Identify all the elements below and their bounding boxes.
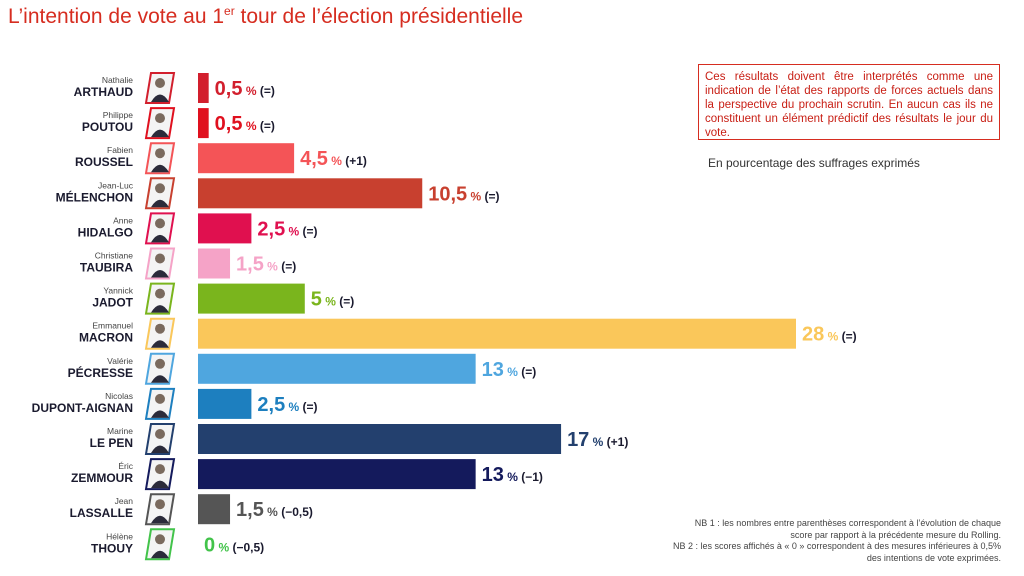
portrait-head-icon <box>155 393 165 404</box>
candidate-last-name: LASSALLE <box>70 506 133 520</box>
portrait-body-icon <box>151 340 169 348</box>
portrait-body-icon <box>151 199 169 208</box>
bar-value-label: 0 % (−0,5) <box>204 534 264 556</box>
candidate-first-name: Marine <box>107 426 133 436</box>
bar <box>198 178 423 209</box>
portrait-body-icon <box>151 270 169 278</box>
portrait-body-icon <box>151 129 169 138</box>
bar <box>198 213 252 244</box>
candidate-first-name: Yannick <box>103 286 133 296</box>
candidate-first-name: Nathalie <box>102 75 133 85</box>
bar <box>198 353 476 384</box>
portrait-body-icon <box>151 234 169 243</box>
portrait-body-icon <box>151 515 169 524</box>
portrait-head-icon <box>155 534 165 545</box>
portrait-head-icon <box>155 499 165 510</box>
unit-note: En pourcentage des suffrages exprimés <box>708 156 920 170</box>
candidate-first-name: Hélène <box>106 531 133 541</box>
candidate-last-name: MÉLENCHON <box>56 189 133 204</box>
portrait-body-icon <box>151 480 169 489</box>
bar-value-label: 0,5 % (=) <box>215 78 275 100</box>
portrait-head-icon <box>155 358 165 369</box>
bar-value-label: 1,5 % (=) <box>236 254 296 276</box>
bar-value-label: 1,5 % (−0,5) <box>236 499 313 521</box>
bar <box>198 388 252 419</box>
footnote-nb1: NB 1 : les nombres entre parenthèses cor… <box>694 518 1001 540</box>
bar <box>198 494 231 525</box>
candidate-first-name: Nicolas <box>105 391 133 401</box>
bar-value-label: 0,5 % (=) <box>215 113 275 135</box>
portrait-body-icon <box>151 94 169 102</box>
portrait-body-icon <box>151 550 169 559</box>
bar <box>198 73 209 103</box>
portrait-body-icon <box>151 410 169 418</box>
portrait-head-icon <box>155 183 165 194</box>
candidate-first-name: Emmanuel <box>92 321 133 331</box>
portrait-head-icon <box>155 148 165 159</box>
candidate-last-name: LE PEN <box>90 436 133 450</box>
footnotes: NB 1 : les nombres entre parenthèses cor… <box>671 518 1001 564</box>
bar <box>198 248 231 279</box>
bar-value-label: 13 % (=) <box>482 359 537 381</box>
candidate-first-name: Anne <box>113 215 133 225</box>
bar <box>198 108 209 139</box>
portrait-head-icon <box>155 429 165 439</box>
candidate-first-name: Jean <box>115 496 134 506</box>
portrait-body-icon <box>151 305 169 313</box>
candidate-last-name: MACRON <box>79 331 133 345</box>
bar <box>198 459 476 490</box>
bar <box>198 283 305 314</box>
candidate-last-name: HIDALGO <box>78 225 133 239</box>
portrait-head-icon <box>155 78 165 88</box>
candidate-first-name: Philippe <box>103 110 134 120</box>
bar <box>198 318 796 349</box>
portrait-head-icon <box>155 323 165 334</box>
footnote-nb2: NB 2 : les scores affichés à « 0 » corre… <box>672 541 1001 563</box>
candidate-last-name: THOUY <box>91 541 133 555</box>
bar-value-label: 28 % (=) <box>802 324 857 346</box>
disclaimer-box: Ces résultats doivent être interprétés c… <box>698 64 1000 140</box>
candidate-last-name: ROUSSEL <box>75 155 133 169</box>
bar <box>198 424 562 454</box>
bar-value-label: 5 % (=) <box>311 289 354 311</box>
bar <box>198 143 295 174</box>
portrait-head-icon <box>155 288 165 299</box>
candidate-last-name: ARTHAUD <box>74 85 134 99</box>
bar-value-label: 13 % (−1) <box>482 464 543 486</box>
bar-value-label: 4,5 % (+1) <box>300 148 367 170</box>
portrait-body-icon <box>151 375 169 383</box>
candidate-last-name: ZEMMOUR <box>71 471 133 485</box>
candidate-last-name: DUPONT-AIGNAN <box>32 401 133 415</box>
portrait-head-icon <box>155 113 165 124</box>
portrait-body-icon <box>151 164 169 173</box>
candidate-first-name: Éric <box>118 461 133 471</box>
candidate-last-name: PÉCRESSE <box>68 365 133 380</box>
portrait-head-icon <box>155 218 165 229</box>
bar-value-label: 2,5 % (=) <box>257 394 317 416</box>
candidate-last-name: JADOT <box>92 296 133 310</box>
bar-value-label: 10,5 % (=) <box>428 183 499 205</box>
candidate-portrait-frame <box>144 107 176 140</box>
candidate-first-name: Jean-Luc <box>98 180 134 190</box>
portrait-head-icon <box>155 253 165 264</box>
bar-value-label: 2,5 % (=) <box>257 218 317 240</box>
candidate-last-name: POUTOU <box>82 120 133 134</box>
portrait-body-icon <box>151 445 169 453</box>
chart-title: L’intention de vote au 1er tour de l’éle… <box>8 4 524 28</box>
bar-value-label: 17 % (+1) <box>567 429 628 451</box>
candidate-first-name: Christiane <box>95 251 134 261</box>
candidate-last-name: TAUBIRA <box>80 261 133 275</box>
candidate-first-name: Fabien <box>107 145 133 155</box>
portrait-head-icon <box>155 464 165 475</box>
candidate-first-name: Valérie <box>107 356 133 366</box>
